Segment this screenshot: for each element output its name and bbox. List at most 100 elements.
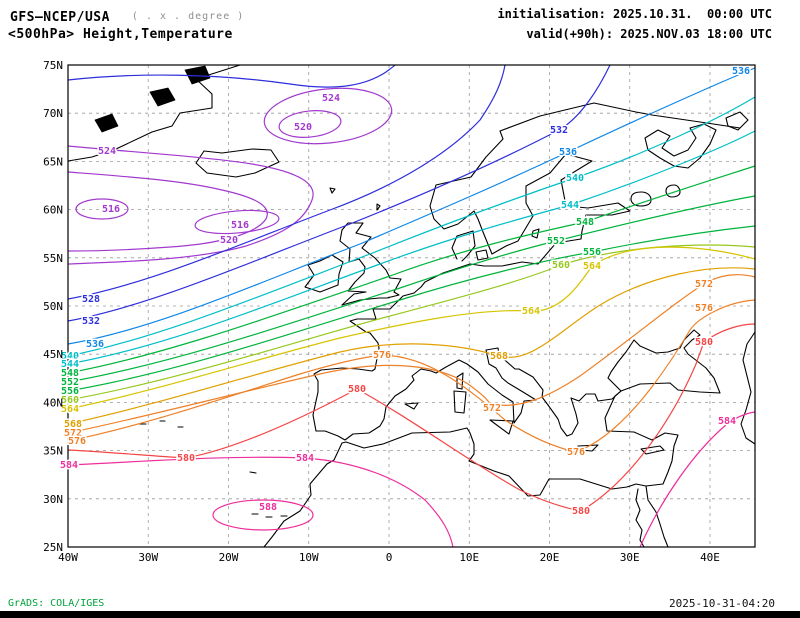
contour-label: 532 <box>550 125 568 136</box>
coastline-corsica <box>456 372 464 390</box>
lon-tick-label: 20E <box>540 551 560 564</box>
coastline-kanin <box>725 111 749 131</box>
coastline-mallorca <box>404 402 419 410</box>
coastline-greenland <box>67 64 241 162</box>
contour-528-north-wrap <box>67 64 396 88</box>
contour-label: 516 <box>102 204 120 215</box>
map-frame <box>67 64 756 548</box>
lake-ladoga <box>630 191 652 207</box>
coastline-zealand <box>475 249 489 261</box>
contour-label: 572 <box>483 403 501 414</box>
contour-label: 540 <box>566 173 584 184</box>
contour-528 <box>67 64 506 300</box>
lon-tick-label: 20W <box>219 551 239 564</box>
lat-tick-label: 40N <box>43 396 63 409</box>
contour-label: 524 <box>98 146 116 157</box>
contour-label: 552 <box>547 236 565 247</box>
lat-tick-label: 75N <box>43 59 63 72</box>
contour-label: 568 <box>64 419 82 430</box>
coastline-scandinavia <box>429 102 741 267</box>
latitude-axis: 75N 70N 65N 60N 55N 50N 45N 40N 35N 30N 25N <box>43 59 63 554</box>
contour-label: 556 <box>583 247 601 258</box>
model-title: GFS—NCEP/USA <box>10 10 110 25</box>
coastline-turkey-africa <box>263 390 679 548</box>
valid-time: valid(+90h): 2025.NOV.03 18:00 UTC <box>526 27 772 41</box>
greenland-fjord-blob <box>149 87 176 107</box>
contour-548 <box>67 165 756 374</box>
height-contours <box>67 64 756 548</box>
contour-label: 580 <box>695 337 713 348</box>
lat-tick-label: 60N <box>43 204 63 217</box>
lat-tick-label: 65N <box>43 155 63 168</box>
lat-tick-label: 50N <box>43 300 63 313</box>
contour-label: 556 <box>61 386 79 397</box>
contour-label: 564 <box>61 404 79 415</box>
contour-584-east <box>639 411 756 548</box>
coastline-great-britain <box>339 222 402 306</box>
contour-540 <box>67 96 756 357</box>
coastline-sardinia <box>453 390 467 414</box>
river-nile <box>635 488 645 548</box>
contour-label: 588 <box>259 502 277 513</box>
greenland-fjord-blob <box>184 65 211 85</box>
contour-label: 564 <box>522 306 540 317</box>
contour-584-west <box>67 456 454 548</box>
lon-tick-label: 0 <box>386 551 393 564</box>
contour-label: 536 <box>732 66 750 77</box>
contour-label: 524 <box>322 93 340 104</box>
coastline-europe-mainland <box>312 263 622 441</box>
lon-tick-label: 30E <box>620 551 640 564</box>
coastline-caspian <box>740 331 756 445</box>
lon-tick-label: 30W <box>138 551 158 564</box>
contour-520-west <box>67 171 268 252</box>
island-madeira <box>249 471 257 474</box>
contour-524-closed-low <box>263 87 393 145</box>
contour-576 <box>67 299 756 453</box>
contour-536 <box>67 67 756 345</box>
contour-label: 576 <box>695 303 713 314</box>
lat-tick-label: 70N <box>43 107 63 120</box>
contour-532 <box>67 64 611 322</box>
coastline-shetland <box>376 203 381 211</box>
lat-tick-label: 45N <box>43 348 63 361</box>
contour-564 <box>67 246 756 410</box>
lon-tick-label: 40E <box>700 551 720 564</box>
contour-516-cell-b <box>194 209 280 235</box>
coastline-iceland <box>195 148 280 178</box>
coastline-denmark <box>451 230 476 262</box>
contour-label: 584 <box>718 416 736 427</box>
contour-label: 568 <box>490 351 508 362</box>
contour-label: 564 <box>583 261 601 272</box>
greenland-fjord-blob <box>94 113 119 133</box>
init-time: initialisation: 2025.10.31. 00:00 UTC <box>497 7 772 21</box>
contour-label: 584 <box>60 460 78 471</box>
contour-556 <box>67 225 756 392</box>
contour-label: 520 <box>294 122 312 133</box>
product-title: <500hPa> Height,Temperature <box>8 27 233 42</box>
lon-tick-label: 10W <box>299 551 319 564</box>
contour-label: 572 <box>695 279 713 290</box>
contour-520-closed-low <box>278 110 342 138</box>
lat-tick-label: 55N <box>43 252 63 265</box>
contour-label: 560 <box>61 395 79 406</box>
contour-label: 576 <box>567 447 585 458</box>
contour-label: 572 <box>64 428 82 439</box>
contour-labels: 5245205245165165205285325365405445485525… <box>58 65 751 519</box>
lat-tick-label: 25N <box>43 541 63 554</box>
contour-label: 520 <box>220 235 238 246</box>
contour-label: 516 <box>231 220 249 231</box>
contour-552 <box>67 195 756 383</box>
lake-onega <box>665 184 681 198</box>
resolution-note: ( . x . degree ) <box>131 11 245 22</box>
islands-azores <box>139 420 184 428</box>
lon-tick-label: 10E <box>459 551 479 564</box>
contour-544 <box>67 130 756 365</box>
contour-label: 528 <box>82 294 100 305</box>
coastline-black-sea <box>607 329 721 394</box>
coastline-ireland <box>304 254 344 293</box>
islands-canaries <box>251 513 288 518</box>
contour-label: 544 <box>561 200 579 211</box>
contour-524-west <box>67 145 314 265</box>
